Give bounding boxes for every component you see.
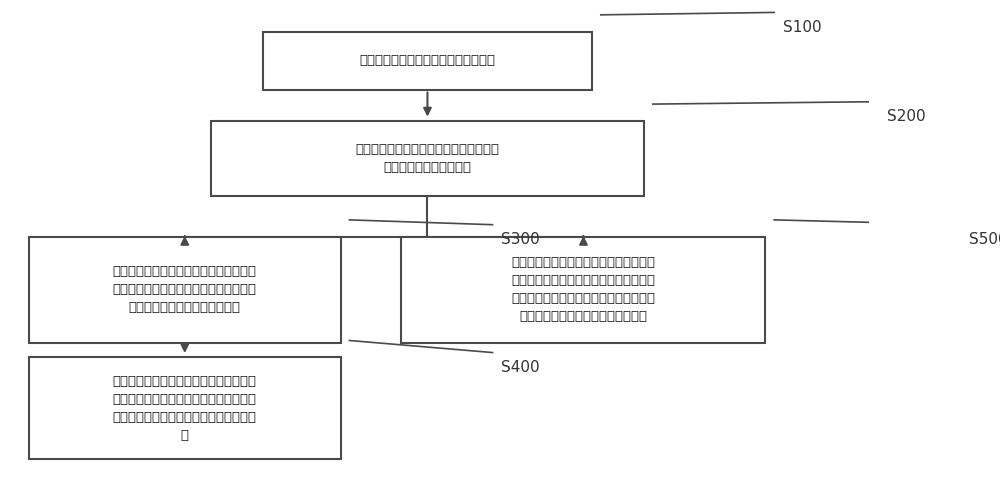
Text: 从默认窗体栈中查找当前应用的窗体状态
对象，将第二窗体栈中的应用窗体状态对
象移动到默认窗体栈栈顶，然后将当前应
用的窗体状态对象移动至第二窗体栈: 从默认窗体栈中查找当前应用的窗体状态 对象，将第二窗体栈中的应用窗体状态对 象移… bbox=[511, 256, 655, 324]
Text: S200: S200 bbox=[887, 109, 925, 124]
Text: S500: S500 bbox=[969, 232, 1000, 247]
Text: S100: S100 bbox=[783, 20, 821, 35]
Text: 接收输入的控制指令，并响应控制指令: 接收输入的控制指令，并响应控制指令 bbox=[359, 54, 495, 67]
FancyBboxPatch shape bbox=[401, 237, 765, 343]
FancyBboxPatch shape bbox=[29, 357, 341, 459]
Text: S300: S300 bbox=[501, 232, 540, 247]
Text: 若是，根据默认窗体栈，创建第二窗体栈
；获取第二显示屏的上下文对象，将第二
窗体栈与获取的上下文对象绑定: 若是，根据默认窗体栈，创建第二窗体栈 ；获取第二显示屏的上下文对象，将第二 窗体… bbox=[113, 265, 257, 314]
FancyBboxPatch shape bbox=[211, 121, 644, 196]
FancyBboxPatch shape bbox=[29, 237, 341, 343]
Text: 从默认窗体栈中查找当前应用的窗体状态
对象，将该窗体状态对象添加至第二窗体
栈，并将默认窗体栈中的窗体状态对象删
除: 从默认窗体栈中查找当前应用的窗体状态 对象，将该窗体状态对象添加至第二窗体 栈，… bbox=[113, 374, 257, 442]
Text: 判断所述第二显示屏显示的内容与所述第
一显示屏的内容是否相同: 判断所述第二显示屏显示的内容与所述第 一显示屏的内容是否相同 bbox=[355, 143, 499, 174]
FancyBboxPatch shape bbox=[263, 32, 592, 90]
Text: S400: S400 bbox=[501, 360, 540, 375]
